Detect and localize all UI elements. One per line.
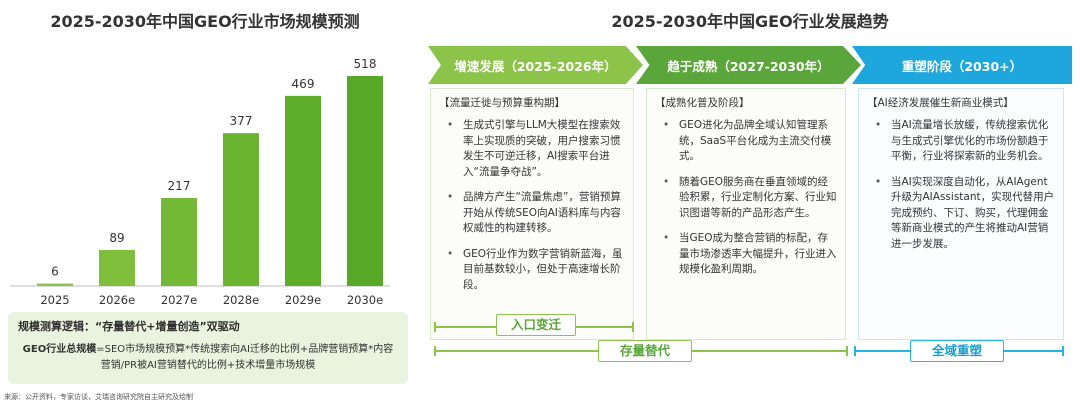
reshape-label: 全域重塑 (910, 340, 1004, 362)
source-note: 来源：公开资料，专家访谈，艾瑞咨询研究院自主研究及绘制 (4, 393, 193, 401)
replace-label: 存量替代 (598, 340, 692, 362)
bullet-item: 当AI实现深度自动化，从AIAgent升级为AIAssistant，实现代替用户… (867, 175, 1055, 253)
bar-2029e (285, 95, 321, 286)
phase-card-reshape: 【AI经济发展催生新商业模式】 当AI流量增长放缓，传统搜索优化与生成式引擎优化… (858, 88, 1064, 340)
tick-label-2026e: 2026e (99, 293, 135, 307)
bullet-item: 随着GEO服务商在垂直领域的经验积累，行业定制化方案、行业知识图谱等新的产品形态… (655, 175, 837, 222)
tick-label-2030e: 2030e (347, 293, 383, 307)
data-label-2025: 6 (51, 265, 59, 279)
tick-label-2029e: 2029e (285, 293, 321, 307)
bullet-item: GEO行业作为数字营销新蓝海，虽目前基数较小，但处于高速增长阶段。 (439, 247, 625, 294)
tick-label-2027e: 2027e (161, 293, 197, 307)
bar-2026e (99, 249, 135, 286)
bullet-item: 生成式引擎与LLM大模型在搜索效率上实现质的突破，用户搜索习惯发生不可逆迁移，A… (439, 118, 625, 180)
card-head: 【流量迁徙与预算重构期】 (439, 97, 565, 109)
data-label-2027e: 217 (168, 179, 191, 193)
card-head: 【成熟化普及阶段】 (655, 97, 750, 109)
bar-2027e (161, 198, 197, 286)
tick-label-2025: 2025 (40, 293, 69, 307)
phase-arrow-mature: 趋于成熟（2027-2030年） (636, 46, 861, 84)
formula-body: GEO行业总规模=SEO市场规模预算*传统搜索向AI迁移的比例+品牌营销预算*内… (18, 342, 398, 374)
data-label-2029e: 469 (292, 77, 315, 91)
formula-box: 规模测算逻辑：“存量替代+增量创造”双驱动 GEO行业总规模=SEO市场规模预算… (8, 312, 408, 384)
right-panel-title: 2025-2030年中国GEO行业发展趋势 (611, 12, 889, 31)
market-size-bar-chart: 6 2025 89 2026e 217 2027e 377 2028e 469 2029e 518 2… (10, 57, 390, 307)
formula-title: 规模测算逻辑：“存量替代+增量创造”双驱动 (18, 320, 240, 333)
card-head: 【AI经济发展催生新商业模式】 (867, 97, 1014, 109)
data-label-2028e: 377 (230, 114, 253, 128)
phase-card-growth: 【流量迁徙与预算重构期】 生成式引擎与LLM大模型在搜索效率上实现质的突破，用户… (430, 88, 634, 340)
data-label-2030e: 518 (354, 57, 377, 71)
data-label-2026e: 89 (109, 231, 124, 245)
bar-2030e (347, 76, 383, 286)
bar-2028e (223, 133, 259, 286)
tick-label-2028e: 2028e (223, 293, 259, 307)
bullet-item: 品牌方产生“流量焦虑”，营销预算开始从传统SEO向AI语料库与内容权威性的构建转… (439, 190, 625, 237)
bullet-item: 当GEO成为整合营销的标配，存量市场渗透率大幅提升，行业进入规模化盈利周期。 (655, 231, 837, 278)
formula-lead: GEO行业总规模 (22, 344, 97, 355)
phase-arrow-growth: 增速发展（2025-2026年） (428, 46, 643, 84)
entry-label: 入口变迁 (496, 314, 576, 336)
phase-arrow-reshape: 重塑阶段（2030+） (852, 46, 1072, 84)
bullet-item: GEO进化为品牌全域认知管理系统，SaaS平台化成为主流交付模式。 (655, 118, 837, 165)
bullet-item: 当AI流量增长放缓，传统搜索优化与生成式引擎优化的市场份额趋于平衡，行业将探索新… (867, 118, 1055, 165)
bar-2025 (37, 283, 73, 286)
formula-text: =SEO市场规模预算*传统搜索向AI迁移的比例+品牌营销预算*内容营销/PR被A… (96, 344, 394, 371)
left-chart-title: 2025-2030年中国GEO行业市场规模预测 (50, 12, 360, 31)
phase-card-mature: 【成熟化普及阶段】 GEO进化为品牌全域认知管理系统，SaaS平台化成为主流交付… (646, 88, 846, 340)
